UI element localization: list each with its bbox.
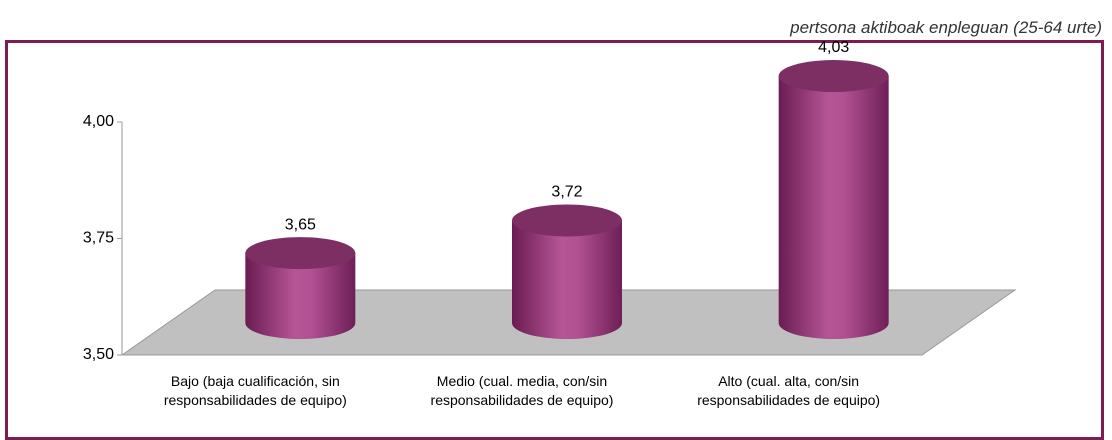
cylinder-top <box>512 204 622 237</box>
x-tick-label: Bajo (baja cualificación, sin responsabi… <box>163 373 347 408</box>
page: pertsona aktiboak enpleguan (25-64 urte)… <box>5 18 1104 440</box>
bar <box>778 60 889 340</box>
data-label: 4,03 <box>818 39 849 56</box>
bar <box>245 237 356 339</box>
subtitle: pertsona aktiboak enpleguan (25-64 urte) <box>790 18 1102 37</box>
y-tick-label: 3,75 <box>83 230 114 247</box>
chart: 3,50 3,75 4,00 3,65 3,72 4,03 <box>83 39 1017 363</box>
cylinder-top <box>778 60 889 93</box>
y-tick-label: 3,50 <box>83 346 114 363</box>
cylinder-body <box>778 76 889 340</box>
x-tick-label: Alto (cual. alta, con/sin responsabilida… <box>697 373 881 408</box>
x-tick-label: Medio (cual. media, con/sin responsabili… <box>430 373 614 408</box>
cylinder-body <box>245 253 356 339</box>
bar <box>512 204 622 339</box>
cylinder-body <box>512 220 622 339</box>
data-label: 3,72 <box>551 184 582 201</box>
y-tick-label: 4,00 <box>83 113 114 130</box>
data-label: 3,65 <box>285 216 316 233</box>
cylinder-top <box>245 237 356 270</box>
